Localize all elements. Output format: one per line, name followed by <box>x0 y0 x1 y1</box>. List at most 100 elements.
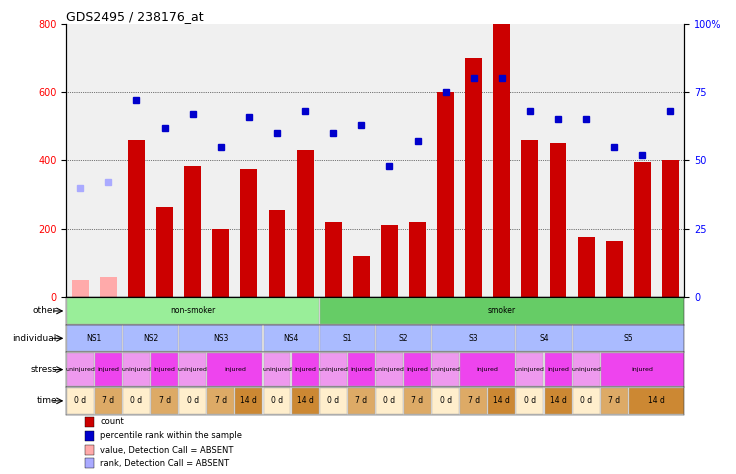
Text: uninjured: uninjured <box>431 367 461 372</box>
Bar <box>151 353 178 386</box>
Text: uninjured: uninjured <box>375 367 404 372</box>
Text: S5: S5 <box>623 334 633 343</box>
Bar <box>353 256 369 297</box>
Bar <box>376 326 431 351</box>
Text: 14 d: 14 d <box>493 396 510 405</box>
Text: 0 d: 0 d <box>271 396 283 405</box>
Bar <box>404 353 431 386</box>
Text: 14 d: 14 d <box>550 396 567 405</box>
Bar <box>601 353 684 386</box>
Text: count: count <box>100 417 124 426</box>
Bar <box>263 388 291 414</box>
Bar <box>179 326 263 351</box>
Text: injured: injured <box>406 367 428 372</box>
Bar <box>545 353 572 386</box>
Text: uninjured: uninjured <box>571 367 601 372</box>
Text: GDS2495 / 238176_at: GDS2495 / 238176_at <box>66 9 204 23</box>
Bar <box>297 150 314 297</box>
Text: 7 d: 7 d <box>355 396 367 405</box>
Bar <box>432 388 459 414</box>
Text: uninjured: uninjured <box>318 367 348 372</box>
Text: 0 d: 0 d <box>327 396 339 405</box>
Bar <box>72 280 89 297</box>
Bar <box>291 353 319 386</box>
Text: individual: individual <box>13 334 57 343</box>
Bar <box>550 144 567 297</box>
Bar <box>629 388 684 414</box>
Bar <box>460 388 487 414</box>
Bar <box>348 388 375 414</box>
Bar <box>123 353 150 386</box>
Bar <box>634 162 651 297</box>
Bar <box>85 431 94 441</box>
Text: injured: injured <box>294 367 316 372</box>
Bar <box>67 298 319 324</box>
Text: 0 d: 0 d <box>74 396 86 405</box>
Bar <box>432 353 459 386</box>
Bar <box>573 388 600 414</box>
Bar <box>123 326 178 351</box>
Bar <box>95 388 122 414</box>
Bar <box>319 388 347 414</box>
Bar <box>319 353 347 386</box>
Bar <box>460 353 515 386</box>
Text: 14 d: 14 d <box>297 396 314 405</box>
Bar <box>437 92 454 297</box>
Bar <box>517 353 543 386</box>
Bar <box>95 353 122 386</box>
Text: NS2: NS2 <box>143 334 158 343</box>
Bar <box>348 353 375 386</box>
Bar <box>179 388 206 414</box>
Text: injured: injured <box>224 367 246 372</box>
Text: injured: injured <box>631 367 654 372</box>
Text: time: time <box>36 396 57 405</box>
Bar <box>100 277 117 297</box>
Bar <box>67 326 122 351</box>
Text: 7 d: 7 d <box>102 396 115 405</box>
Bar <box>517 388 543 414</box>
Text: uninjured: uninjured <box>66 367 95 372</box>
Bar <box>179 353 206 386</box>
Text: NS3: NS3 <box>213 334 228 343</box>
Text: 7 d: 7 d <box>411 396 424 405</box>
Bar <box>85 417 94 427</box>
Text: injured: injured <box>154 367 175 372</box>
Bar <box>465 58 482 297</box>
Text: injured: injured <box>547 367 569 372</box>
Bar <box>213 229 229 297</box>
Text: uninjured: uninjured <box>178 367 208 372</box>
Text: 14 d: 14 d <box>648 396 665 405</box>
Text: percentile rank within the sample: percentile rank within the sample <box>100 431 242 440</box>
Bar <box>319 298 684 324</box>
Bar <box>601 388 628 414</box>
Text: non-smoker: non-smoker <box>170 307 216 316</box>
Bar <box>517 326 572 351</box>
Text: 7 d: 7 d <box>215 396 227 405</box>
Text: NS1: NS1 <box>87 334 102 343</box>
Bar <box>404 388 431 414</box>
Text: S4: S4 <box>539 334 549 343</box>
Text: NS4: NS4 <box>283 334 299 343</box>
Bar <box>156 207 173 297</box>
Bar <box>208 388 234 414</box>
Bar <box>208 353 263 386</box>
Bar <box>236 388 263 414</box>
Text: 14 d: 14 d <box>241 396 258 405</box>
Text: 0 d: 0 d <box>383 396 395 405</box>
Bar <box>263 353 291 386</box>
Text: 0 d: 0 d <box>130 396 143 405</box>
Bar <box>123 388 150 414</box>
Bar <box>85 445 94 455</box>
Bar <box>263 326 319 351</box>
Text: stress: stress <box>30 365 57 374</box>
Text: S1: S1 <box>342 334 352 343</box>
Bar <box>85 458 94 468</box>
Text: 0 d: 0 d <box>187 396 199 405</box>
Bar <box>578 237 595 297</box>
Text: uninjured: uninjured <box>515 367 545 372</box>
Bar <box>319 326 375 351</box>
Bar <box>409 222 426 297</box>
Bar <box>606 241 623 297</box>
Bar <box>241 169 258 297</box>
Text: 0 d: 0 d <box>580 396 592 405</box>
